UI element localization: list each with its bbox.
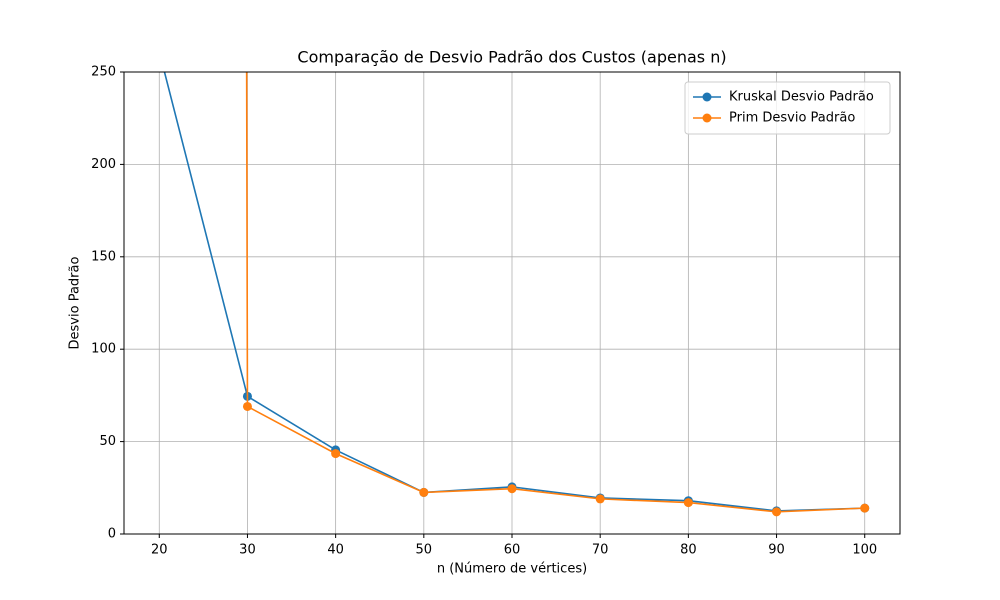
plot-area [163, 72, 870, 517]
x-tick-label: 70 [592, 543, 609, 558]
data-point [419, 487, 429, 497]
x-axis-label: n (Número de vértices) [437, 562, 587, 577]
legend: Kruskal Desvio Padrão Prim Desvio Padrão [684, 81, 891, 135]
data-point [772, 507, 782, 517]
x-tick-label: 90 [768, 543, 785, 558]
legend-marker [702, 92, 712, 102]
data-point [242, 401, 252, 411]
data-point [595, 494, 605, 504]
y-tick-label: 150 [91, 249, 116, 264]
x-tick-label: 40 [327, 543, 344, 558]
y-tick-label: 0 [108, 527, 116, 542]
x-tick-label: 60 [504, 543, 521, 558]
y-tick-label: 200 [91, 157, 116, 172]
x-tick-label: 20 [151, 543, 168, 558]
x-tick-label: 50 [416, 543, 433, 558]
legend-label: Kruskal Desvio Padrão [729, 90, 874, 105]
x-tick-label: 100 [852, 543, 877, 558]
x-tick-label: 30 [239, 543, 256, 558]
y-tick-label: 250 [91, 65, 116, 80]
data-point [507, 484, 517, 494]
y-axis-label: Desvio Padrão [68, 257, 83, 350]
legend-box [684, 81, 891, 135]
data-point [683, 498, 693, 508]
data-point [331, 449, 341, 459]
y-tick-label: 50 [99, 434, 116, 449]
legend-label: Prim Desvio Padrão [729, 111, 855, 126]
x-tick-label: 80 [680, 543, 697, 558]
legend-marker [702, 113, 712, 123]
chart-title: Comparação de Desvio Padrão dos Custos (… [297, 48, 726, 67]
data-point [860, 503, 870, 513]
axes: 20 30 40 50 60 70 80 90 100 0 50 100 150 200 250 [91, 65, 877, 558]
y-tick-label: 100 [91, 342, 116, 357]
